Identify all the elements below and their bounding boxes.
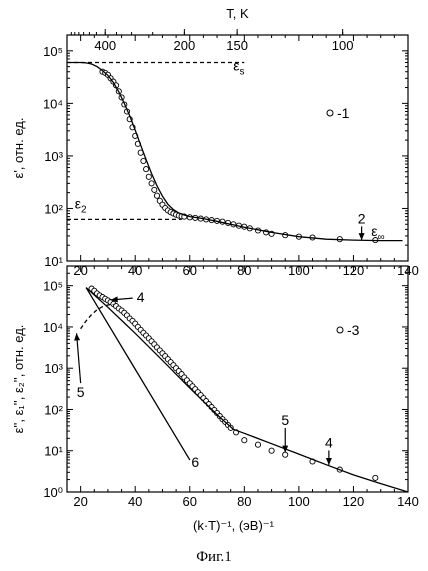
x-tick-label: 100 bbox=[288, 494, 310, 509]
top-axis-tick-label: 150 bbox=[226, 38, 248, 53]
annotation-label: 5 bbox=[77, 384, 85, 400]
annotation-label: εs bbox=[233, 58, 244, 78]
y-tick-label: 10² bbox=[44, 402, 63, 417]
top-axis-tick-label: 200 bbox=[174, 38, 196, 53]
x-tick-label: 120 bbox=[343, 494, 365, 509]
fit-line bbox=[85, 287, 191, 461]
fit-line bbox=[67, 61, 403, 242]
y-axis-label: ε', отн. ед. bbox=[11, 118, 26, 179]
legend-label: -1 bbox=[337, 105, 350, 121]
top-axis-title: T, K bbox=[226, 6, 249, 21]
dashed-line bbox=[80, 303, 114, 330]
data-point bbox=[268, 447, 275, 454]
figure-caption: Фиг.1 bbox=[196, 549, 232, 565]
annotation-arrowhead bbox=[110, 296, 118, 303]
y-tick-label: 10⁴ bbox=[43, 96, 63, 111]
annotation-label: 2 bbox=[358, 210, 366, 226]
fit-line bbox=[85, 287, 409, 493]
annotation-arrowhead bbox=[282, 445, 289, 453]
bottom-panel-epsilon-double-prime: 20 40 60 80 100 120 140 10⁰ 10¹ 10² 10³ 10⁴ 10⁵ ε'', … bbox=[11, 265, 419, 533]
annotation-label: 6 bbox=[191, 454, 199, 470]
top-axis-tick-label: 400 bbox=[94, 38, 116, 53]
top-axis-tick-label: 100 bbox=[332, 38, 354, 53]
legend-label: -3 bbox=[347, 322, 360, 338]
x-tick-label: 60 bbox=[183, 494, 197, 509]
data-point bbox=[241, 437, 248, 444]
data-point bbox=[372, 474, 379, 481]
data-point bbox=[145, 173, 152, 180]
annotation-arrow bbox=[75, 333, 82, 384]
y-tick-label: 10⁵ bbox=[43, 279, 63, 294]
data-point bbox=[254, 441, 262, 448]
legend-marker bbox=[326, 109, 334, 117]
data-point bbox=[282, 451, 289, 458]
annotation-label: 4 bbox=[137, 289, 145, 305]
annotation-arrowhead bbox=[358, 233, 365, 241]
y-tick-label: 10³ bbox=[44, 149, 63, 164]
y-tick-label: 10² bbox=[44, 201, 63, 216]
x-tick-label: 40 bbox=[128, 494, 142, 509]
data-point bbox=[143, 166, 150, 173]
y-tick-label: 10¹ bbox=[44, 254, 63, 269]
annotation-subscript: 2 bbox=[81, 204, 87, 215]
y-tick-label: 10⁴ bbox=[43, 320, 63, 335]
y-tick-label: 10⁰ bbox=[43, 485, 63, 500]
annotation-subscript: s bbox=[239, 67, 244, 78]
annotation-label: 5 bbox=[281, 412, 289, 428]
x-tick-label: 140 bbox=[397, 494, 419, 509]
annotation-arrowhead bbox=[325, 458, 332, 465]
data-point bbox=[153, 192, 161, 199]
y-axis-label: ε'', ε₁'', ε₂'', отн. ед. bbox=[11, 325, 26, 434]
plot-frame bbox=[66, 265, 409, 493]
annotation-subscript: ∞ bbox=[378, 232, 385, 243]
y-tick-label: 10⁵ bbox=[43, 44, 63, 59]
annotation-label: 4 bbox=[325, 434, 333, 450]
y-tick-label: 10¹ bbox=[44, 444, 63, 459]
annotation-arrowhead bbox=[74, 333, 81, 341]
y-tick-label: 10³ bbox=[44, 361, 63, 376]
data-point bbox=[151, 186, 158, 193]
data-point bbox=[148, 180, 155, 187]
data-point bbox=[140, 157, 147, 165]
legend-marker bbox=[336, 326, 344, 334]
x-tick-label: 20 bbox=[73, 494, 87, 509]
x-axis-label: (k·T)⁻¹, (эВ)⁻¹ bbox=[193, 518, 275, 533]
annotation-label: ε2 bbox=[75, 195, 87, 215]
x-tick-label: 80 bbox=[237, 494, 251, 509]
